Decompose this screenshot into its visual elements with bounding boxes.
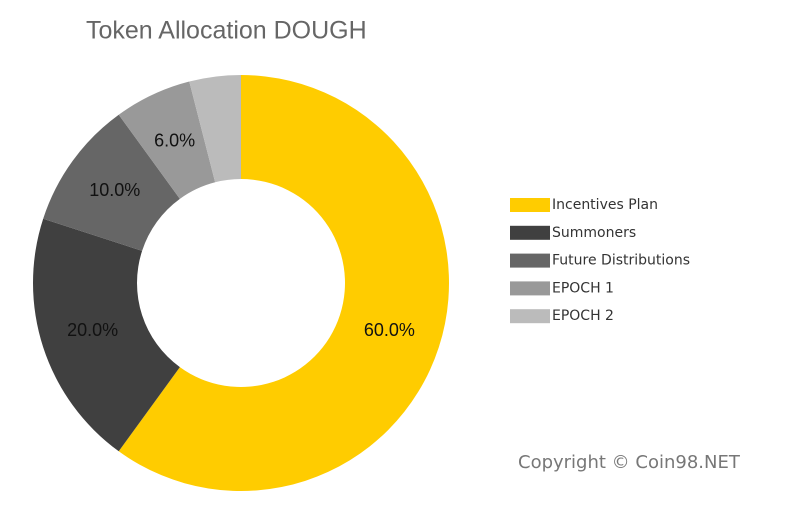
legend-label: EPOCH 2	[552, 308, 614, 324]
donut-slice	[43, 114, 180, 251]
legend-label: Summoners	[552, 225, 636, 241]
legend-label: Incentives Plan	[552, 197, 658, 213]
donut-slice	[189, 75, 241, 183]
legend-swatch	[510, 198, 550, 212]
chart-title: Token Allocation DOUGH	[86, 17, 367, 45]
donut-slice	[118, 75, 449, 491]
legend-label: Future Distributions	[552, 253, 690, 269]
legend-swatch	[510, 253, 550, 268]
donut-slice	[33, 218, 180, 452]
donut-slice	[118, 81, 216, 199]
slice-label: 6.0%	[154, 131, 195, 151]
slice-label: 60.0%	[364, 320, 415, 340]
slice-label: 10.0%	[89, 180, 140, 200]
legend-swatch	[510, 225, 550, 240]
legend-label: EPOCH 1	[552, 280, 614, 296]
legend-swatch	[510, 309, 550, 324]
slice-label: 20.0%	[67, 320, 118, 340]
legend-swatch	[510, 281, 550, 296]
watermark: Copyright © Coin98.NET	[518, 452, 741, 473]
